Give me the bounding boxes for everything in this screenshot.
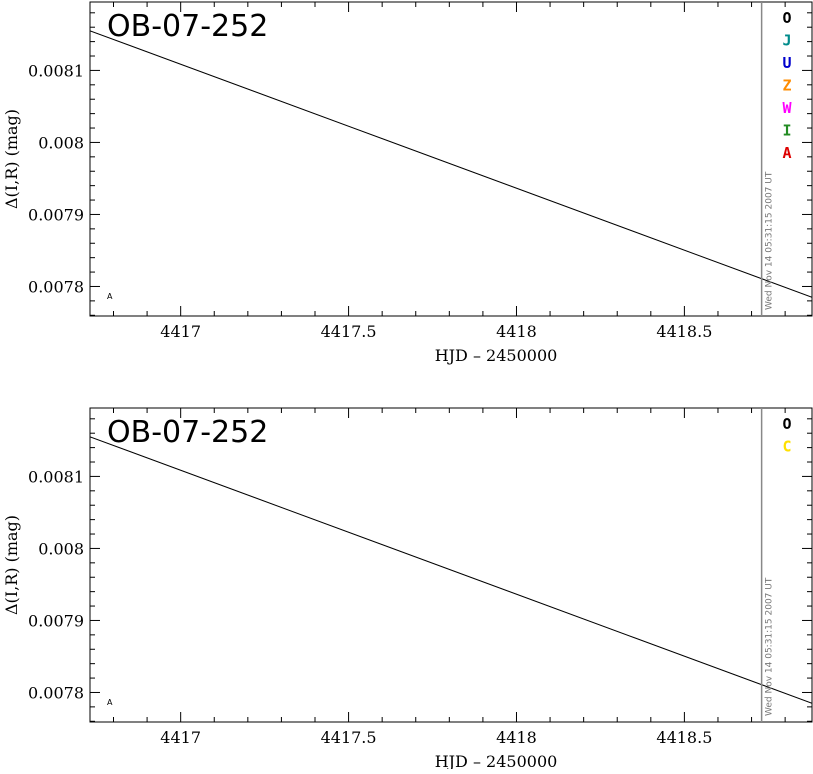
plot-frame	[89, 1, 813, 317]
y-tick-label: 0.0078	[28, 277, 84, 296]
x-tick-label: 4418	[496, 322, 537, 341]
x-tick-label: 4418.5	[656, 322, 712, 341]
legend-entry: U	[782, 54, 791, 72]
chart-panel-1: 4417 4417.5 4418 4418.5 0.0078 0.0079 0.008 0.0…	[2, 1, 813, 365]
y-tick-label: 0.0081	[28, 467, 84, 486]
legend-entry: J	[782, 32, 791, 50]
chart-panel-2: 4417 4417.5 4418 4418.5 0.0078 0.0079 0.008 0.0…	[2, 407, 813, 771]
series-line	[90, 436, 812, 704]
y-tick-label: 0.0079	[28, 611, 84, 630]
x-tick-label: 4417.5	[321, 728, 377, 747]
x-axis-title: HJD – 2450000	[435, 346, 558, 365]
y-tick-label: 0.0078	[28, 683, 84, 702]
x-tick-label: 4417.5	[321, 322, 377, 341]
corner-mark: A	[107, 292, 113, 301]
x-tick-label: 4418.5	[656, 728, 712, 747]
legend-entry: O	[782, 415, 791, 433]
legend-entry: A	[782, 144, 791, 162]
plot-frame	[89, 407, 813, 723]
y-tick-label: 0.0081	[28, 61, 84, 80]
y-axis-title: Δ(I,R) (mag)	[2, 515, 21, 615]
legend-entry: W	[782, 99, 792, 117]
panel-title: OB-07-252	[107, 415, 268, 450]
x-tick-label: 4418	[496, 728, 537, 747]
timestamp-label: Wed Nov 14 05:31:15 2007 UT	[765, 577, 775, 716]
corner-mark: A	[107, 698, 113, 707]
legend-entry: I	[782, 122, 791, 140]
x-tick-label: 4417	[160, 728, 201, 747]
x-axis-title: HJD – 2450000	[435, 752, 558, 769]
x-tick-label: 4417	[160, 322, 201, 341]
y-axis-title: Δ(I,R) (mag)	[2, 109, 21, 209]
series-line	[90, 30, 812, 298]
legend-entry: Z	[782, 77, 791, 95]
y-tick-label: 0.0079	[28, 205, 84, 224]
legend-entry: C	[782, 438, 791, 456]
y-tick-label: 0.008	[38, 539, 84, 558]
legend-entry: O	[782, 9, 791, 27]
timestamp-label: Wed Nov 14 05:31:15 2007 UT	[765, 171, 775, 310]
y-tick-label: 0.008	[38, 133, 84, 152]
panel-title: OB-07-252	[107, 9, 268, 44]
